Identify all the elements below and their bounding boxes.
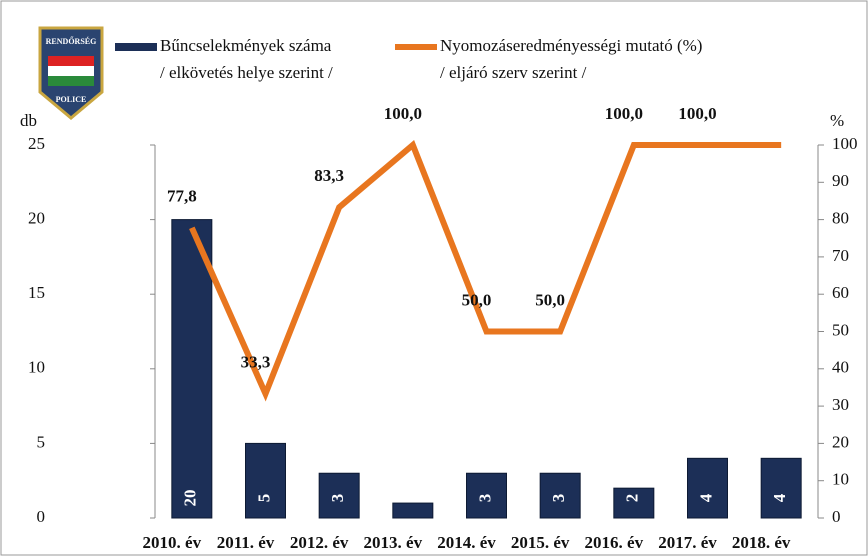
legend-label: Nyomozáseredményességi mutató (%) (440, 36, 702, 55)
line-value-label: 77,8 (167, 187, 197, 206)
y2-tick-label: 10 (832, 470, 849, 489)
x-tick-label: 2013. év (364, 533, 423, 552)
bar-value-label: 3 (475, 494, 494, 503)
bar-value-label: 4 (696, 493, 715, 502)
y2-tick-label: 90 (832, 171, 849, 190)
logo-top: RENDŐRSÉG (46, 36, 97, 46)
x-tick-label: 2011. év (217, 533, 275, 552)
x-tick-label: 2012. év (290, 533, 349, 552)
y-tick-label: 10 (28, 358, 45, 377)
bar-value-label: 2 (623, 494, 642, 503)
logo-bottom: POLICE (56, 95, 87, 104)
legend-sublabel: / eljáró szerv szerint / (440, 63, 587, 82)
y-tick-label: 25 (28, 134, 45, 153)
x-tick-label: 2016. év (585, 533, 644, 552)
y2-axis-label: % (830, 111, 844, 130)
line-value-label: 100,0 (678, 104, 716, 123)
y-axis-label: db (20, 111, 37, 130)
line-value-label: 83,3 (314, 166, 344, 185)
y2-tick-label: 0 (832, 507, 841, 526)
chart: RENDŐRSÉG POLICE db % 051015202501020304… (0, 0, 868, 556)
frame (1, 1, 867, 555)
y-tick-label: 20 (28, 209, 45, 228)
bar (246, 443, 286, 518)
x-tick-label: 2014. év (437, 533, 496, 552)
line-value-label: 100,0 (605, 104, 643, 123)
bar-value-label: 3 (549, 494, 568, 503)
bar-value-label: 5 (254, 494, 273, 503)
bar (688, 458, 728, 518)
y2-tick-label: 80 (832, 209, 849, 228)
legend-label: Bűncselekmények száma (160, 36, 332, 55)
y-tick-label: 0 (37, 507, 46, 526)
bar-value-label: 20 (181, 490, 200, 507)
line-value-label: 33,3 (241, 353, 271, 372)
legend-sublabel: / elkövetés helye szerint / (160, 63, 333, 82)
x-tick-label: 2017. év (658, 533, 717, 552)
y2-tick-label: 50 (832, 320, 849, 339)
x-tick-label: 2018. év (732, 533, 791, 552)
y2-tick-label: 60 (832, 283, 849, 302)
y2-tick-label: 20 (832, 432, 849, 451)
y2-tick-label: 70 (832, 246, 849, 265)
line-value-label: 50,0 (462, 290, 492, 309)
bar (761, 458, 801, 518)
legend-swatch (115, 43, 157, 51)
y-tick-label: 5 (37, 432, 46, 451)
y2-tick-label: 40 (832, 358, 849, 377)
x-tick-label: 2010. év (143, 533, 202, 552)
bar (393, 503, 433, 518)
bar-value-label: 3 (328, 494, 347, 503)
bar-value-label: 4 (770, 493, 789, 502)
line-value-label: 50,0 (535, 290, 565, 309)
bar-value-label: 1 (402, 494, 421, 503)
x-tick-label: 2015. év (511, 533, 570, 552)
y2-tick-label: 30 (832, 395, 849, 414)
line-value-label: 100,0 (384, 104, 422, 123)
y-tick-label: 15 (28, 283, 45, 302)
y2-tick-label: 100 (832, 134, 858, 153)
